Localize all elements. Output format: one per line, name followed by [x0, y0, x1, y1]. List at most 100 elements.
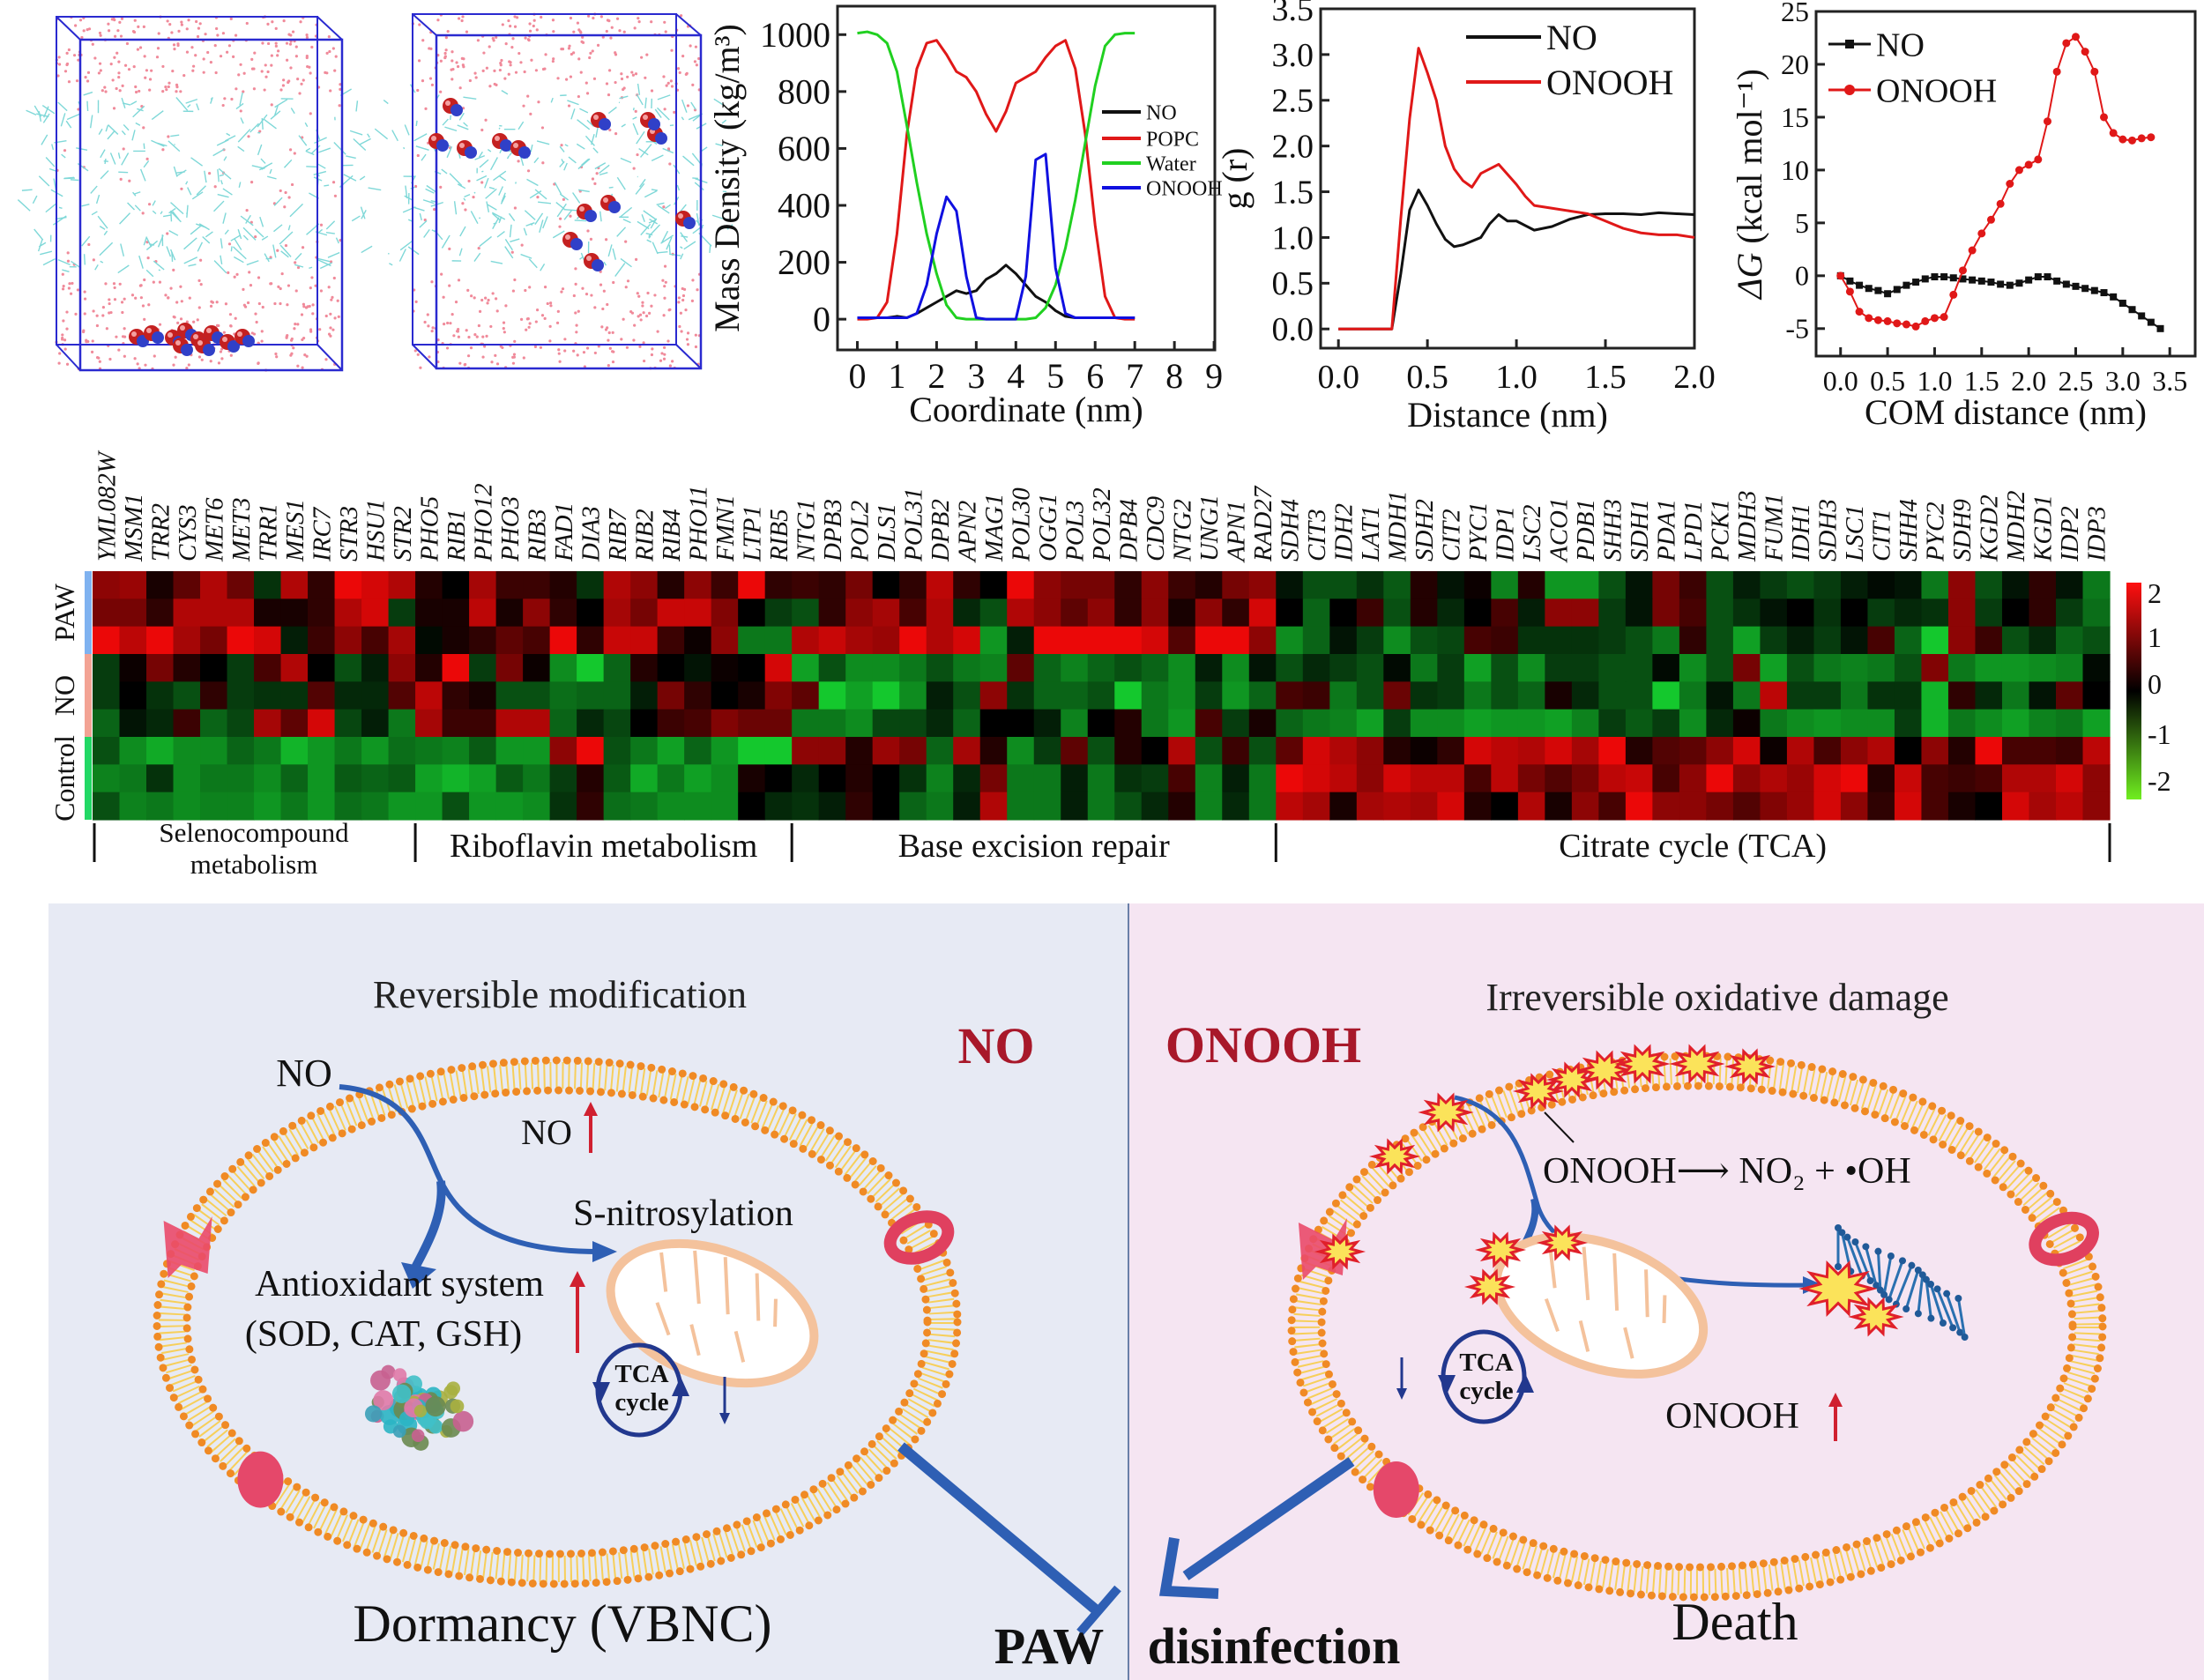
water-molecule	[535, 28, 539, 32]
water-molecule	[569, 214, 572, 218]
water-molecule	[156, 47, 160, 50]
data-point-no	[1912, 279, 1920, 286]
heatmap-cell	[577, 764, 605, 793]
heatmap-cell	[1947, 737, 1977, 765]
gene-label: RIB2	[630, 509, 659, 562]
data-point-onooh	[2014, 166, 2023, 175]
lipid-tail	[530, 144, 533, 152]
heatmap-cell	[1033, 626, 1061, 655]
data-point-no	[1884, 290, 1892, 298]
water-molecule	[192, 320, 196, 323]
water-molecule	[526, 169, 531, 173]
water-molecule	[524, 36, 527, 40]
heatmap-cell	[1222, 571, 1250, 599]
water-molecule	[285, 336, 288, 339]
water-molecule	[615, 17, 620, 20]
molecule-highlight	[445, 100, 450, 106]
heatmap-cell	[173, 598, 201, 628]
lipid-tail	[536, 140, 550, 145]
data-point-onooh	[2062, 39, 2071, 48]
dna-base-pair	[1936, 1288, 1955, 1328]
water-molecule	[639, 318, 643, 322]
water-molecule	[507, 72, 510, 76]
lipid-tail	[498, 175, 507, 182]
heatmap-cell	[1732, 598, 1761, 628]
heatmap-cell	[738, 571, 766, 599]
water-molecule	[457, 17, 461, 20]
heatmap-cell	[1114, 737, 1143, 765]
heatmap-cell	[1571, 709, 1599, 738]
no-entry-label: NO	[276, 1052, 332, 1095]
water-molecule	[171, 69, 175, 73]
gene-label: TRR2	[146, 503, 175, 561]
heatmap-cell	[1061, 626, 1089, 655]
y-tick-label: 0	[813, 300, 830, 339]
heatmap-cell	[738, 792, 766, 821]
data-point-onooh	[1893, 319, 1902, 328]
heatmap-cell	[1087, 737, 1115, 765]
heatmap-cell	[1168, 598, 1196, 628]
water-molecule	[167, 296, 170, 300]
lipid-tail	[145, 237, 153, 248]
heatmap-cell	[845, 764, 874, 793]
water-molecule	[595, 172, 599, 175]
heatmap-cell	[1061, 571, 1089, 599]
heatmap-cell	[1061, 764, 1089, 793]
heatmap-cell	[1545, 681, 1573, 710]
water-molecule	[446, 321, 450, 325]
water-molecule	[234, 316, 237, 320]
heatmap-cell	[495, 626, 524, 655]
water-molecule	[177, 29, 181, 33]
lipid-tail	[242, 234, 249, 241]
heatmap-cell	[1168, 792, 1196, 821]
lipid-tail	[149, 243, 155, 246]
water-molecule	[197, 26, 201, 30]
water-molecule	[579, 71, 583, 74]
lipid-tail	[353, 138, 367, 152]
heatmap-cell	[845, 681, 874, 710]
gene-label: DPB3	[819, 499, 847, 562]
lipid-tail	[592, 147, 599, 153]
lipid-tail	[279, 231, 294, 245]
water-molecule	[690, 299, 695, 302]
lipid-tail	[183, 237, 197, 250]
molecule-highlight	[146, 328, 152, 333]
lipid-tail	[143, 236, 148, 246]
water-molecule	[697, 56, 701, 61]
water-molecule	[242, 90, 245, 93]
heatmap-cell	[1356, 598, 1384, 628]
water-molecule	[450, 50, 454, 54]
lipid-tail	[196, 103, 200, 111]
heatmap-cell	[442, 792, 470, 821]
water-molecule	[539, 346, 543, 349]
molecule-atom-n	[203, 344, 215, 356]
water-molecule	[331, 47, 335, 50]
heatmap-cell	[1813, 626, 1842, 655]
lipid-tail	[580, 252, 585, 261]
lipid-tail	[519, 156, 525, 167]
water-molecule	[254, 234, 257, 239]
s-nitrosylation-label: S-nitrosylation	[573, 1193, 793, 1234]
heatmap-cell	[953, 598, 981, 628]
heatmap-cell	[1383, 626, 1411, 655]
lipid-tail	[487, 204, 497, 211]
lipid-tail	[205, 231, 213, 238]
heatmap-cell	[415, 626, 443, 655]
lipid-tail	[713, 98, 726, 107]
water-molecule	[82, 329, 86, 332]
heatmap-cell	[872, 737, 900, 765]
molecule-highlight	[513, 143, 518, 148]
lipid-tail	[230, 234, 242, 242]
lipid-tail	[197, 242, 204, 252]
heatmap-cell	[1813, 764, 1842, 793]
data-point-no	[1977, 277, 1985, 285]
water-molecule	[308, 65, 311, 69]
water-molecule	[421, 39, 425, 42]
heatmap-cell	[1437, 681, 1465, 710]
heatmap-cell	[361, 764, 390, 793]
heatmap-cell	[2029, 571, 2057, 599]
water-molecule	[624, 240, 628, 243]
water-molecule	[558, 360, 562, 363]
dna-base-pair	[1846, 1237, 1864, 1277]
water-molecule	[209, 304, 213, 308]
